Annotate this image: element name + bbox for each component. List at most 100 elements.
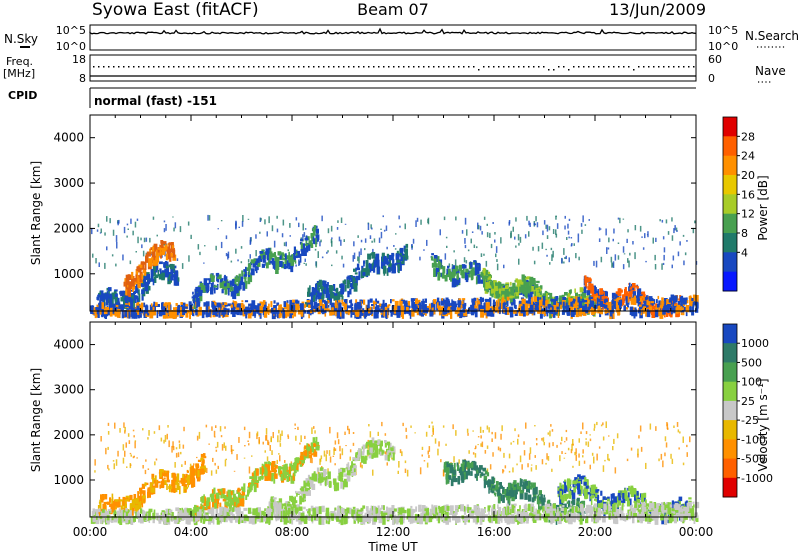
echo-cell — [309, 480, 312, 488]
echo-cell — [357, 454, 360, 461]
echo-cell — [572, 443, 574, 446]
echo-cell — [111, 503, 115, 506]
echo-cell — [574, 288, 576, 294]
echo-cell — [271, 450, 273, 455]
echo-cell — [306, 310, 310, 314]
echo-cell — [136, 305, 141, 314]
echo-cell — [499, 309, 501, 315]
echo-cell — [166, 470, 169, 480]
echo-cell — [129, 274, 133, 280]
echo-cell — [122, 500, 125, 504]
freq-dot — [453, 66, 455, 68]
echo-cell — [170, 264, 173, 267]
echo-cell — [484, 450, 487, 454]
echo-cell — [145, 459, 147, 462]
echo-cell — [474, 453, 477, 458]
colorbar-segment — [723, 194, 737, 215]
echo-cell — [530, 482, 533, 488]
echo-cell — [182, 444, 185, 449]
echo-cell — [248, 443, 250, 446]
echo-cell — [575, 309, 579, 318]
echo-cell — [611, 300, 615, 305]
echo-cell — [261, 466, 264, 476]
echo-cell — [268, 501, 272, 508]
echo-cell — [147, 468, 150, 470]
echo-cell — [277, 251, 282, 256]
echo-cell — [643, 296, 645, 305]
echo-cell — [492, 452, 494, 457]
echo-cell — [309, 293, 312, 297]
echo-cell — [657, 295, 660, 300]
echo-cell — [212, 280, 214, 285]
echo-cell — [90, 305, 94, 314]
echo-cell — [664, 436, 667, 442]
freq-dot — [278, 66, 280, 68]
echo-cell — [281, 430, 283, 436]
echo-cell — [664, 452, 666, 457]
echo-cell — [563, 300, 568, 304]
echo-cell — [515, 278, 518, 283]
echo-cell — [692, 227, 695, 234]
echo-cell — [352, 277, 357, 282]
echo-cell — [689, 296, 692, 306]
echo-cell — [259, 467, 263, 472]
echo-cell — [495, 253, 497, 258]
echo-cell — [331, 240, 333, 247]
echo-cell — [347, 462, 350, 471]
echo-cell — [154, 479, 159, 488]
echo-cell — [311, 473, 316, 481]
freq-dot — [378, 66, 380, 68]
echo-cell — [148, 487, 151, 495]
echo-cell — [247, 486, 251, 489]
echo-cell — [518, 292, 522, 295]
echo-cell — [115, 302, 120, 305]
echo-cell — [212, 304, 215, 310]
echo-cell — [582, 449, 584, 454]
echo-cell — [210, 282, 214, 291]
date-title: 13/Jun/2009 — [609, 0, 706, 19]
echo-cell — [533, 280, 536, 286]
freq-dot — [238, 66, 240, 68]
freq-dot — [663, 66, 665, 68]
echo-cell — [618, 300, 621, 305]
echo-cell — [431, 307, 434, 312]
echo-cell — [188, 301, 192, 306]
echo-cell — [156, 310, 159, 318]
echo-cell — [447, 463, 451, 468]
echo-cell — [173, 227, 175, 232]
echo-cell — [226, 501, 230, 507]
echo-cell — [352, 442, 355, 446]
echo-cell — [341, 299, 344, 305]
echo-cell — [430, 302, 434, 311]
freq-dot — [173, 66, 175, 68]
freq-dot — [443, 66, 445, 68]
echo-cell — [564, 306, 567, 309]
echo-cell — [626, 238, 628, 243]
echo-cell — [610, 310, 614, 319]
echo-cell — [145, 237, 148, 242]
echo-cell — [122, 444, 125, 451]
echo-cell — [587, 294, 589, 300]
echo-cell — [285, 302, 288, 310]
echo-cell — [301, 251, 305, 256]
echo-cell — [692, 294, 696, 302]
echo-cell — [278, 502, 282, 506]
echo-cell — [311, 297, 316, 302]
echo-cell — [641, 236, 643, 238]
echo-cell — [363, 457, 367, 464]
echo-cell — [443, 216, 446, 221]
echo-cell — [650, 301, 655, 304]
freq-dot — [503, 66, 505, 68]
echo-cell — [109, 307, 113, 317]
cpid-panel: CPID normal (fast) -151 — [8, 87, 696, 108]
echo-cell — [520, 304, 525, 312]
echo-cell — [512, 226, 514, 232]
freq-dot — [408, 66, 410, 68]
echo-cell — [138, 289, 140, 295]
echo-cell — [257, 303, 261, 311]
echo-cell — [124, 450, 126, 457]
echo-cell — [563, 261, 565, 264]
echo-cell — [520, 479, 523, 483]
echo-cell — [125, 498, 127, 506]
freq-dot — [413, 66, 415, 68]
